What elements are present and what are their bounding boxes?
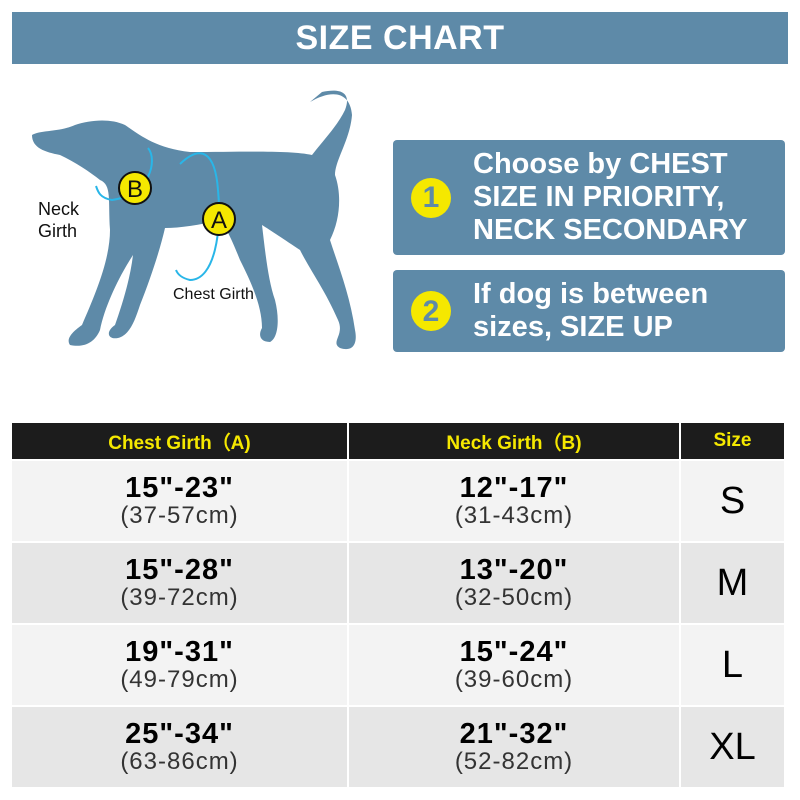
neck-inches: 13"-20": [459, 554, 569, 586]
table-row: 15"-28" (39-72cm) 13"-20" (32-50cm) M: [12, 543, 784, 623]
chest-cm: (37-57cm): [120, 502, 239, 529]
neck-girth-label: Neck Girth: [38, 198, 79, 242]
neck-cell: 15"-24" (39-60cm): [349, 625, 679, 705]
marker-b-label: B: [127, 176, 143, 203]
tip-chest-priority: 1 Choose by CHEST SIZE IN PRIORITY, NECK S…: [393, 140, 785, 255]
header-size: Size: [681, 423, 784, 459]
tip-2-line1: If dog is between: [473, 278, 709, 310]
chest-girth-label: Chest Girth: [173, 286, 254, 303]
neck-cm: (31-43cm): [454, 502, 574, 529]
table-row: 15"-23" (37-57cm) 12"-17" (31-43cm) S: [12, 461, 784, 541]
header-chest: Chest Girth（A): [12, 423, 347, 459]
tip-1-line1: Choose by CHEST: [473, 148, 728, 180]
number-one-icon: 1: [411, 177, 451, 218]
chest-inches: 15"-28": [125, 554, 234, 586]
neck-cm: (39-60cm): [454, 666, 574, 693]
tip-1-line3: NECK SECONDARY: [473, 214, 748, 246]
chest-cell: 15"-28" (39-72cm): [12, 543, 347, 623]
chest-inches: 19"-31": [125, 636, 234, 668]
size-table: Chest Girth（A) Neck Girth（B) Size 15"-23…: [10, 421, 786, 789]
size-cell: L: [681, 625, 784, 705]
neck-cell: 12"-17" (31-43cm): [349, 461, 679, 541]
chest-inches: 15"-23": [125, 472, 234, 504]
neck-cell: 13"-20" (32-50cm): [349, 543, 679, 623]
header-neck: Neck Girth（B): [349, 423, 679, 459]
marker-a-label: A: [211, 207, 227, 234]
neck-inches: 12"-17": [459, 472, 569, 504]
table-row: 25"-34" (63-86cm) 21"-32" (52-82cm) XL: [12, 707, 784, 787]
chest-inches: 25"-34": [125, 718, 234, 750]
chest-cm: (39-72cm): [120, 584, 239, 611]
neck-inches: 15"-24": [459, 636, 569, 668]
dog-measurement-diagram: B A: [32, 90, 356, 350]
neck-arrow: [95, 147, 153, 202]
neck-inches: 21"-32": [459, 718, 569, 750]
number-two-icon: 2: [411, 291, 451, 331]
chest-cell: 19"-31" (49-79cm): [12, 625, 347, 705]
chest-cm: (63-86cm): [120, 748, 239, 775]
neck-cell: 21"-32" (52-82cm): [349, 707, 679, 787]
neck-cm: (32-50cm): [454, 584, 574, 611]
dog-silhouette: [32, 90, 356, 350]
table-header: Chest Girth（A) Neck Girth（B) Size: [12, 423, 784, 459]
neck-cm: (52-82cm): [454, 748, 574, 775]
tip-size-up: 2 If dog is between sizes, SIZE UP: [393, 270, 785, 352]
chest-cell: 15"-23" (37-57cm): [12, 461, 347, 541]
tip-1-line2: SIZE IN PRIORITY,: [473, 181, 725, 213]
marker-b: [118, 171, 152, 205]
size-cell: M: [681, 543, 784, 623]
table-row: 19"-31" (49-79cm) 15"-24" (39-60cm) L: [12, 625, 784, 705]
page-title: SIZE CHART: [12, 12, 788, 64]
chest-arrow: [175, 152, 221, 282]
size-cell: XL: [681, 707, 784, 787]
tip-2-line2: sizes, SIZE UP: [473, 311, 673, 343]
marker-a: [202, 202, 236, 236]
chest-cm: (49-79cm): [120, 666, 239, 693]
neck-label-line1: Neck: [38, 199, 80, 219]
size-cell: S: [681, 461, 784, 541]
chest-cell: 25"-34" (63-86cm): [12, 707, 347, 787]
neck-label-line2: Girth: [38, 221, 78, 241]
